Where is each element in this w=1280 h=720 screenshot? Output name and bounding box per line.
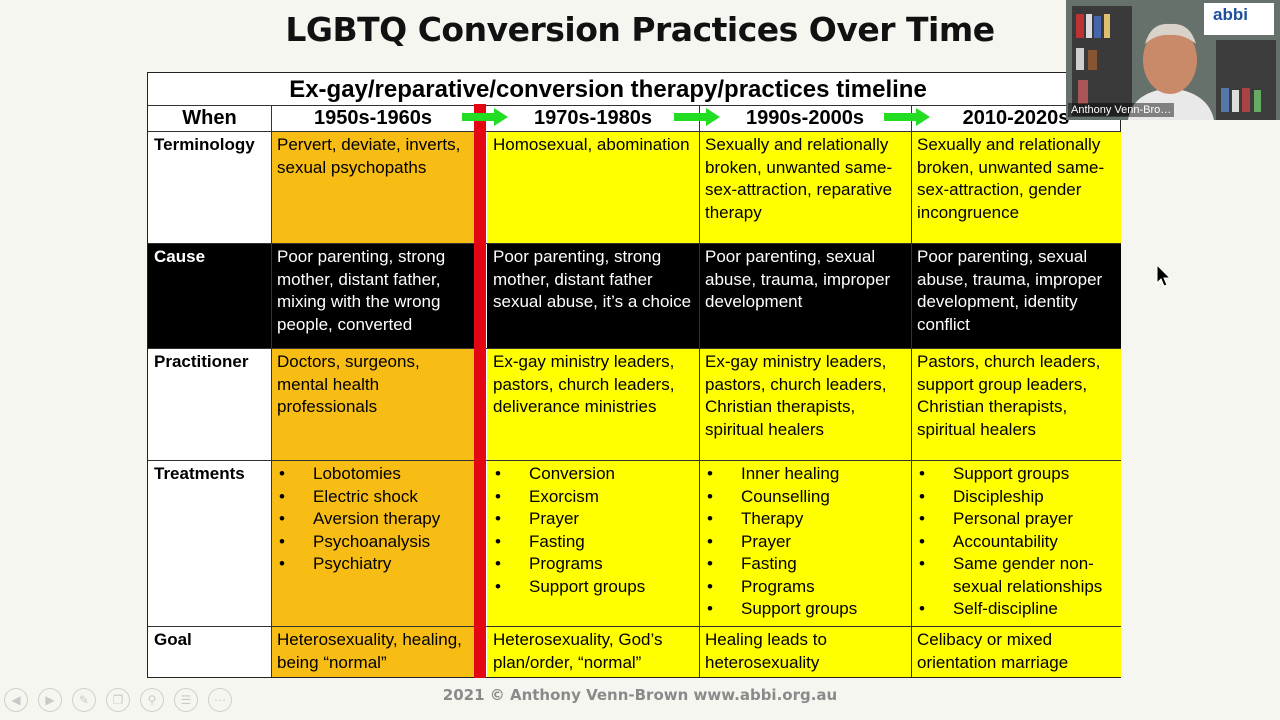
period-header-2010s: 2010-2020s [962,107,1070,129]
right-arrow-icon [884,108,930,126]
slide-controls: ◀ ▶ ✎ ❐ ⚲ ☰ ⋯ [4,688,232,712]
treatments-list: Support groups Discipleship Personal pra… [917,463,1117,621]
grid-line [148,460,1121,461]
grid-line [699,105,700,677]
list-item: Psychoanalysis [277,531,471,554]
grid-line [911,105,912,677]
timeline-table: Ex-gay/reparative/conversion therapy/pra… [147,72,1121,678]
list-item: Accountability [917,531,1117,554]
treatments-cell: Lobotomies Electric shock Aversion thera… [271,460,475,626]
list-item: Inner healing [705,463,907,486]
treatments-list: Conversion Exorcism Prayer Fasting Progr… [493,463,695,598]
goal-cell: Healing leads to heterosexuality [699,626,911,677]
grid-line [148,348,1121,349]
logo-text: abbi [1213,5,1248,24]
list-item: Programs [493,553,695,576]
right-arrow-icon [462,108,508,126]
list-item: Exorcism [493,486,695,509]
terminology-cell: Sexually and relationally broken, unwant… [911,131,1121,243]
treatments-list: Lobotomies Electric shock Aversion thera… [277,463,471,576]
cause-cell: Poor parenting, strong mother, distant f… [271,243,475,348]
goal-cell: Heterosexuality, God’s plan/order, “norm… [487,626,699,677]
right-arrow-icon [674,108,720,126]
list-item: Fasting [493,531,695,554]
goal-cell: Celibacy or mixed orientation marriage [911,626,1121,677]
abbi-logo: abbi [1204,3,1274,35]
terminology-cell: Homosexual, abomination [487,131,699,243]
terminology-cell: Sexually and relationally broken, unwant… [699,131,911,243]
grid-line [271,105,272,677]
list-item: Support groups [493,576,695,599]
list-item: Prayer [705,531,907,554]
list-item: Counselling [705,486,907,509]
grid-line [148,626,1121,627]
row-label-goal: Goal [148,626,271,677]
speaker-video[interactable]: abbi Anthony Venn-Bro… [1066,0,1280,120]
list-item: Electric shock [277,486,471,509]
grid-line [148,243,1121,244]
when-header: When [182,107,237,129]
more-icon[interactable]: ⋯ [208,688,232,712]
practitioner-cell: Ex-gay ministry leaders, pastors, church… [487,348,699,460]
copy-icon[interactable]: ❐ [106,688,130,712]
list-item: Personal prayer [917,508,1117,531]
row-label-practitioner: Practitioner [148,348,271,460]
treatments-cell: Inner healing Counselling Therapy Prayer… [699,460,911,626]
practitioner-cell: Pastors, church leaders, support group l… [911,348,1121,460]
list-item: Lobotomies [277,463,471,486]
list-item: Programs [705,576,907,599]
goal-cell: Heterosexuality, healing, being “normal” [271,626,475,677]
cause-cell: Poor parenting, strong mother, distant f… [487,243,699,348]
previous-slide-icon[interactable]: ◀ [4,688,28,712]
grid-line [148,105,1121,106]
zoom-icon[interactable]: ⚲ [140,688,164,712]
speaker-name-label: Anthony Venn-Bro… [1068,103,1175,117]
slide-footer: 2021 © Anthony Venn-Brown www.abbi.org.a… [442,686,838,704]
list-item: Prayer [493,508,695,531]
treatments-cell: Support groups Discipleship Personal pra… [911,460,1121,626]
next-slide-icon[interactable]: ▶ [38,688,62,712]
row-label-terminology: Terminology [148,131,271,243]
menu-icon[interactable]: ☰ [174,688,198,712]
list-item: Self-discipline [917,598,1117,621]
pen-icon[interactable]: ✎ [72,688,96,712]
list-item: Support groups [917,463,1117,486]
list-item: Same gender non-sexual relationships [917,553,1117,598]
terminology-cell: Pervert, deviate, inverts, sexual psycho… [271,131,475,243]
period-header-1970s: 1970s-1980s [534,107,652,129]
mouse-pointer-icon [1156,264,1172,287]
cause-cell: Poor parenting, sexual abuse, trauma, im… [911,243,1121,348]
list-item: Psychiatry [277,553,471,576]
practitioner-cell: Ex-gay ministry leaders, pastors, church… [699,348,911,460]
treatments-list: Inner healing Counselling Therapy Prayer… [705,463,907,621]
treatments-cell: Conversion Exorcism Prayer Fasting Progr… [487,460,699,626]
list-item: Discipleship [917,486,1117,509]
list-item: Aversion therapy [277,508,471,531]
period-header-1990s: 1990s-2000s [746,107,864,129]
list-item: Therapy [705,508,907,531]
period-header-1950s: 1950s-1960s [314,107,432,129]
practitioner-cell: Doctors, surgeons, mental health profess… [271,348,475,460]
slide-title: LGBTQ Conversion Practices Over Time [285,10,995,49]
row-label-treatments: Treatments [148,460,271,626]
cause-cell: Poor parenting, sexual abuse, trauma, im… [699,243,911,348]
list-item: Fasting [705,553,907,576]
timeline-divider [474,104,486,678]
list-item: Support groups [705,598,907,621]
grid-line [148,131,1121,132]
list-item: Conversion [493,463,695,486]
table-title: Ex-gay/reparative/conversion therapy/pra… [289,76,927,103]
row-label-cause: Cause [148,243,271,348]
